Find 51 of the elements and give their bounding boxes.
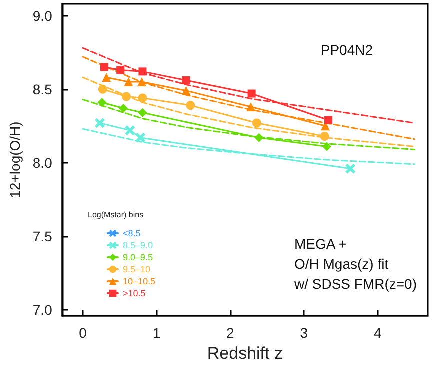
y-tick-label: 9.0	[32, 8, 53, 24]
point	[320, 132, 330, 141]
point	[94, 118, 105, 128]
legend-label: 9.5–10	[123, 264, 151, 274]
annotation: PP04N2	[320, 42, 374, 58]
point	[246, 102, 256, 112]
line-series	[82, 56, 416, 140]
legend-label: 10–10.5	[123, 276, 156, 286]
y-tick-label: 8.0	[32, 154, 53, 171]
point	[137, 78, 146, 86]
y-axis-title: 12+log(O/H)	[7, 122, 23, 198]
x-tick-label: 2	[226, 325, 235, 341]
legend-label: >10.5	[123, 288, 146, 298]
x-tick-label: 3	[300, 325, 308, 341]
point	[254, 133, 264, 142]
point	[116, 66, 125, 74]
point	[102, 73, 112, 82]
point	[98, 84, 108, 94]
x-tick-label: 4	[374, 325, 382, 341]
point	[346, 164, 356, 174]
legend-title: Log(Mstar) bins	[88, 210, 144, 220]
point	[324, 116, 332, 124]
y-tick-label: 7.0	[32, 302, 53, 318]
point	[124, 78, 134, 86]
x-tick-label: 1	[152, 325, 161, 341]
legend-label: 8.5–9.0	[123, 240, 154, 250]
point	[122, 92, 131, 102]
point	[138, 68, 147, 76]
point	[125, 126, 136, 136]
point	[182, 86, 191, 96]
y-tick-label: 8.5	[32, 81, 53, 98]
y-tick-label: 7.5	[32, 228, 53, 245]
legend-label: <8.5	[123, 228, 141, 238]
line-series	[82, 98, 416, 152]
point	[136, 132, 146, 143]
x-axis-title: Redshift z	[207, 344, 283, 363]
point	[138, 94, 148, 103]
line-series	[82, 76, 416, 148]
point	[119, 104, 128, 113]
point	[182, 76, 190, 85]
point	[98, 98, 107, 108]
point	[322, 142, 332, 152]
line-series	[82, 47, 416, 124]
point	[100, 63, 108, 72]
point	[248, 90, 256, 98]
point	[252, 118, 262, 128]
annotation: MEGA + O/H Mgas(z) fit w/ SDSS FMR(z=0)	[293, 236, 417, 292]
x-tick-label: 0	[79, 325, 88, 341]
point	[138, 108, 148, 118]
point	[186, 101, 196, 110]
legend-label: 9.0–9.5	[123, 252, 154, 262]
